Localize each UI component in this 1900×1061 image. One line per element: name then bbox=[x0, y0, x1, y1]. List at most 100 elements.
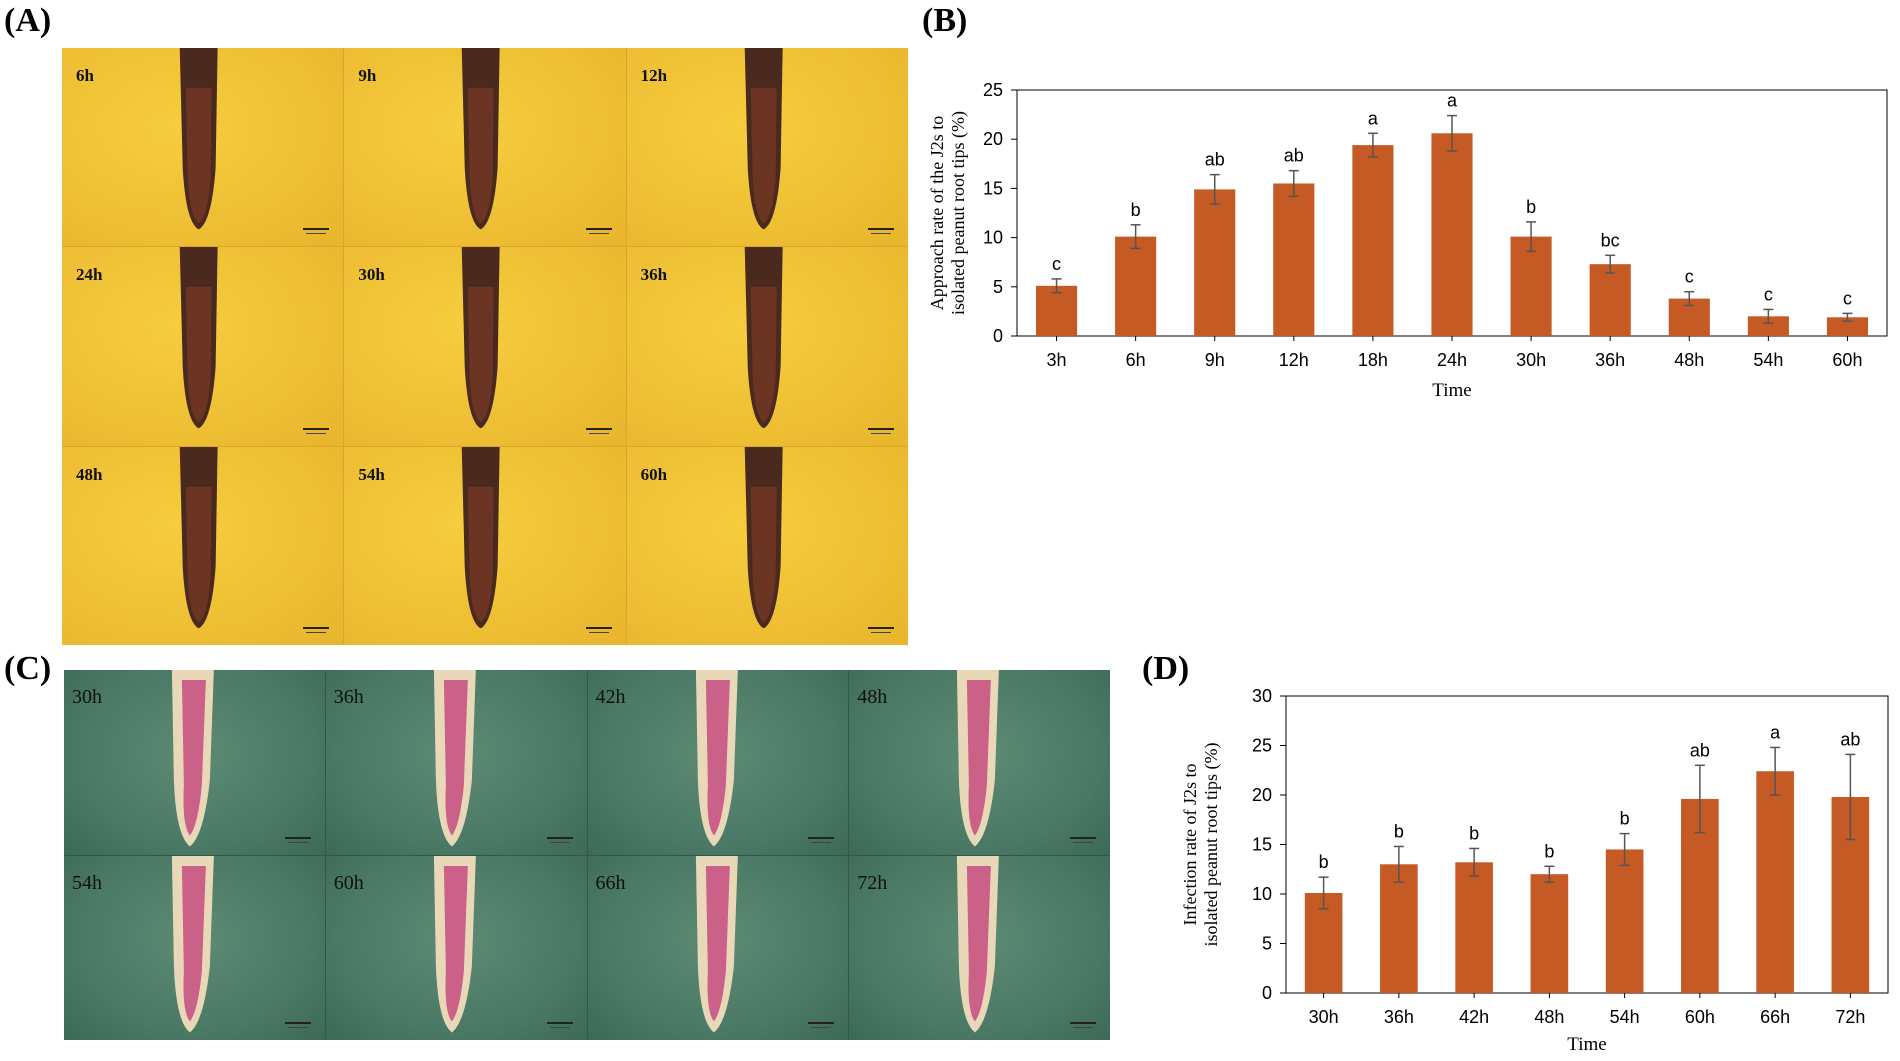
scale-bar bbox=[546, 1019, 573, 1028]
scale-bar bbox=[284, 1019, 311, 1028]
time-label: 60h bbox=[333, 871, 364, 894]
x-tick-label: 60h bbox=[1685, 1007, 1715, 1027]
x-tick-label: 9h bbox=[1205, 350, 1225, 370]
bar bbox=[1380, 864, 1418, 993]
root-tip-illustration bbox=[695, 670, 738, 847]
panel-label-c: (C) bbox=[4, 650, 52, 687]
chart-b-approach-rate: 0 5 10 15 20 25 c 3h b 6h ab 9h ab 12h a 18h a 24h b 30h bc 3… bbox=[927, 80, 1888, 401]
micrograph-a-2: 9h bbox=[344, 48, 626, 247]
significance-label: b bbox=[1469, 823, 1479, 843]
scale-bar bbox=[303, 225, 330, 235]
scale-bar bbox=[585, 225, 612, 235]
y-tick-label: 25 bbox=[1252, 736, 1272, 756]
significance-label: c bbox=[1843, 288, 1852, 308]
root-tip-illustration bbox=[179, 48, 218, 230]
significance-label: b bbox=[1319, 852, 1329, 872]
scale-bar bbox=[1070, 1019, 1096, 1028]
significance-label: b bbox=[1544, 841, 1554, 861]
x-tick-label: 48h bbox=[1534, 1007, 1564, 1027]
x-tick-label: 36h bbox=[1595, 350, 1625, 370]
root-tip-illustration bbox=[744, 446, 783, 629]
scale-bar bbox=[585, 624, 612, 633]
time-label: 30h bbox=[72, 686, 102, 708]
root-tip-illustration bbox=[744, 48, 783, 230]
y-tick-label: 10 bbox=[1252, 884, 1272, 904]
x-tick-label: 54h bbox=[1753, 350, 1783, 370]
y-tick-label: 0 bbox=[1262, 983, 1272, 1003]
y-tick-label: 5 bbox=[1262, 934, 1272, 954]
time-label: 12h bbox=[640, 66, 668, 85]
root-tip-illustration bbox=[744, 247, 783, 429]
significance-label: ab bbox=[1840, 729, 1860, 749]
scale-bar bbox=[868, 425, 894, 434]
significance-label: c bbox=[1685, 267, 1694, 287]
time-label: 60h bbox=[640, 464, 668, 484]
scale-bar bbox=[585, 425, 612, 434]
time-label: 24h bbox=[76, 265, 103, 285]
time-label: 9h bbox=[358, 66, 377, 85]
micrograph-a-6: 36h bbox=[626, 247, 908, 446]
root-tip-illustration bbox=[462, 48, 500, 230]
panel-label-d: (D) bbox=[1142, 650, 1190, 687]
bar bbox=[1115, 236, 1157, 336]
bar bbox=[1352, 145, 1394, 336]
plot-frame bbox=[1285, 695, 1889, 994]
x-tick-label: 30h bbox=[1309, 1007, 1339, 1027]
micrograph-a-8: 54h bbox=[344, 446, 626, 645]
micrograph-a-9: 60h bbox=[626, 446, 908, 645]
scale-bar bbox=[284, 834, 311, 843]
time-label: 72h bbox=[857, 871, 888, 894]
x-tick-label: 30h bbox=[1516, 350, 1546, 370]
y-axis-label-line: Infection rate of J2s to bbox=[1180, 764, 1200, 926]
micrograph-grid-a: 6h 9h 12h 24h 30h 36h 48h 54h 60h bbox=[62, 48, 908, 645]
x-tick-label: 42h bbox=[1459, 1007, 1489, 1027]
scale-bar bbox=[1070, 834, 1096, 843]
bar bbox=[1826, 317, 1869, 336]
time-label: 48h bbox=[76, 464, 103, 484]
scale-bar bbox=[546, 834, 573, 843]
scale-bar bbox=[303, 425, 330, 434]
root-tip-illustration bbox=[433, 855, 476, 1032]
root-tip-illustration bbox=[462, 247, 500, 429]
root-tip-illustration bbox=[462, 446, 500, 629]
bar bbox=[1756, 771, 1794, 993]
time-label: 6h bbox=[76, 66, 94, 85]
significance-label: a bbox=[1447, 91, 1458, 111]
significance-label: a bbox=[1770, 722, 1781, 742]
bar bbox=[1530, 874, 1569, 993]
y-axis-label-line: Approach rate of the J2s to bbox=[927, 116, 947, 310]
y-tick-label: 10 bbox=[983, 228, 1003, 248]
root-tip-illustration bbox=[957, 855, 1000, 1032]
x-tick-label: 12h bbox=[1279, 350, 1309, 370]
micrograph-a-3: 12h bbox=[626, 48, 908, 247]
scale-bar bbox=[808, 834, 835, 843]
significance-label: b bbox=[1131, 200, 1141, 220]
micrograph-a-4: 24h bbox=[62, 247, 344, 446]
x-tick-label: 66h bbox=[1760, 1007, 1790, 1027]
significance-label: c bbox=[1052, 254, 1061, 274]
x-tick-label: 54h bbox=[1610, 1007, 1640, 1027]
x-tick-label: 36h bbox=[1384, 1007, 1414, 1027]
y-tick-label: 30 bbox=[1252, 686, 1272, 706]
y-tick-label: 15 bbox=[983, 178, 1003, 198]
y-axis-label-line: isolated peanut root tips (%) bbox=[948, 111, 969, 315]
y-tick-label: 20 bbox=[1252, 785, 1272, 805]
significance-label: ab bbox=[1690, 740, 1710, 760]
significance-label: ab bbox=[1205, 150, 1225, 170]
bar bbox=[1035, 285, 1078, 336]
significance-label: bc bbox=[1601, 230, 1620, 250]
time-label: 30h bbox=[358, 265, 385, 285]
bar bbox=[1194, 189, 1236, 336]
scale-bar bbox=[868, 225, 894, 235]
time-label: 54h bbox=[358, 464, 385, 484]
root-tip-illustration bbox=[179, 247, 218, 429]
significance-label: c bbox=[1764, 284, 1773, 304]
y-axis-label-line: isolated peanut root tips (%) bbox=[1201, 743, 1222, 947]
micrograph-c-7: 66h bbox=[587, 855, 849, 1040]
scale-bar bbox=[303, 624, 330, 633]
root-tip-illustration bbox=[957, 670, 1000, 847]
significance-label: ab bbox=[1284, 146, 1304, 166]
scale-bar bbox=[868, 624, 894, 633]
significance-label: b bbox=[1526, 197, 1536, 217]
y-tick-label: 5 bbox=[993, 277, 1003, 297]
